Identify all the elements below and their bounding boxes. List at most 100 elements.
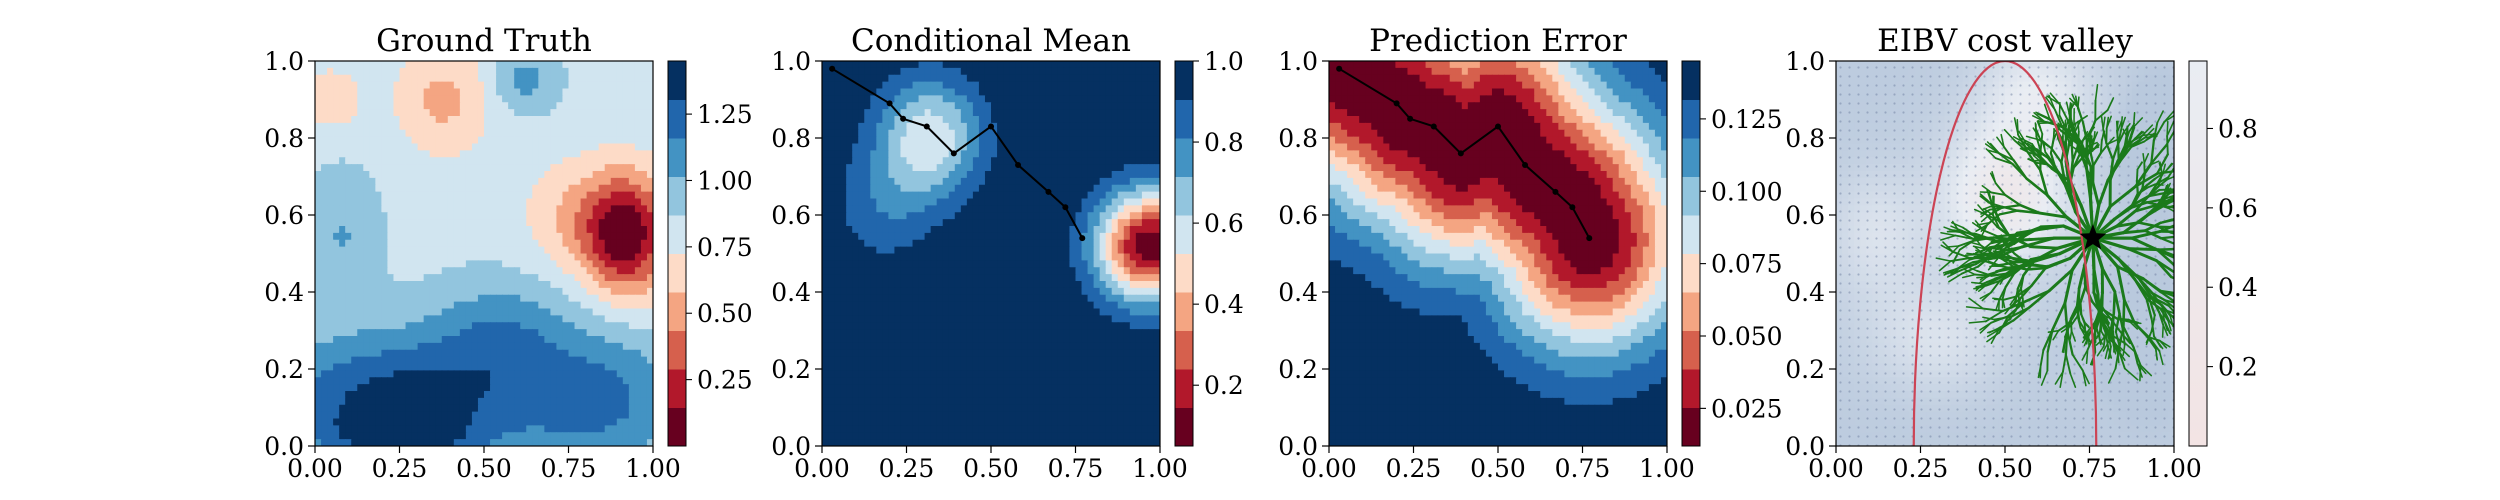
heatmap-cell: [321, 281, 328, 289]
heatmap-cell: [435, 88, 443, 96]
heatmap-cell: [399, 226, 407, 234]
heatmap-cell: [1039, 239, 1046, 248]
heatmap-cell: [936, 102, 944, 110]
heatmap-cell: [628, 198, 636, 206]
heatmap-cell: [393, 67, 401, 76]
heatmap-cell: [1129, 177, 1137, 186]
heatmap-cell: [1117, 88, 1125, 96]
heatmap-cell: [876, 171, 883, 179]
heatmap-cell: [840, 150, 847, 158]
heatmap-cell: [852, 267, 859, 275]
heatmap-cell: [574, 219, 582, 227]
heatmap-cell: [580, 150, 588, 158]
heatmap-cell: [423, 67, 431, 76]
heatmap-cell: [514, 67, 521, 76]
heatmap-cell: [562, 281, 570, 289]
heatmap-cell: [997, 177, 1004, 186]
heatmap-cell: [622, 143, 630, 151]
heatmap-cell: [900, 74, 908, 83]
heatmap-cell: [502, 157, 509, 165]
heatmap-cell: [948, 67, 956, 76]
heatmap-cell: [393, 198, 401, 206]
heatmap-cell: [622, 356, 630, 365]
heatmap-cell: [532, 164, 539, 172]
heatmap-cell: [1099, 102, 1107, 110]
heatmap-cell: [900, 239, 908, 248]
heatmap-cell: [363, 411, 370, 420]
heatmap-cell: [363, 349, 370, 358]
heatmap-cell: [387, 391, 395, 399]
heatmap-cell: [1033, 102, 1040, 110]
heatmap-cell: [435, 143, 443, 151]
heatmap-cell: [610, 212, 618, 220]
heatmap-cell: [1069, 232, 1077, 241]
heatmap-cell: [459, 116, 467, 124]
colorbar-level: [668, 215, 686, 254]
heatmap-cell: [339, 226, 346, 234]
heatmap-cell: [598, 246, 606, 255]
heatmap-cell: [490, 425, 497, 433]
heatmap-cell: [417, 246, 425, 255]
heatmap-cell: [900, 102, 908, 110]
heatmap-cell: [1033, 171, 1040, 179]
heatmap-cell: [387, 184, 395, 193]
heatmap-cell: [1069, 129, 1077, 138]
heatmap-cell: [924, 246, 932, 255]
heatmap-cell: [1123, 246, 1131, 255]
heatmap-cell: [846, 239, 853, 248]
x-tick-label: 0.50: [456, 454, 512, 483]
heatmap-cell: [471, 384, 479, 392]
heatmap-cell: [321, 397, 328, 406]
heatmap-cell: [984, 157, 992, 165]
heatmap-cell: [930, 212, 938, 220]
heatmap-cell: [640, 150, 648, 158]
heatmap-cell: [930, 143, 938, 151]
heatmap-cell: [345, 267, 352, 275]
heatmap-cell: [610, 67, 618, 76]
heatmap-cell: [387, 425, 395, 433]
heatmap-cell: [520, 157, 527, 165]
heatmap-cell: [864, 81, 871, 90]
heatmap-cell: [1153, 74, 1160, 83]
heatmap-cell: [556, 439, 564, 446]
heatmap-cell: [646, 322, 653, 330]
heatmap-cell: [538, 205, 545, 213]
heatmap-cell: [514, 122, 521, 131]
heatmap-cell: [363, 184, 370, 193]
heatmap-cell: [502, 301, 509, 310]
heatmap-cell: [363, 81, 370, 90]
heatmap-cell: [997, 157, 1004, 165]
heatmap-cell: [1105, 164, 1113, 172]
heatmap-cell: [556, 226, 564, 234]
heatmap-cell: [429, 397, 437, 406]
heatmap-cell: [592, 384, 600, 392]
heatmap-cell: [526, 129, 533, 138]
heatmap-cell: [870, 253, 877, 261]
heatmap-cell: [1063, 253, 1071, 261]
heatmap-cell: [1153, 136, 1160, 145]
heatmap-cell: [616, 129, 624, 138]
heatmap-cell: [532, 81, 539, 90]
heatmap-cell: [496, 157, 503, 165]
heatmap-cell: [1105, 253, 1113, 261]
heatmap-cell: [339, 191, 346, 200]
heatmap-cell: [1105, 177, 1113, 186]
heatmap-cell: [858, 122, 865, 131]
heatmap-cell: [634, 219, 642, 227]
heatmap-cell: [616, 74, 624, 83]
heatmap-cell: [345, 116, 352, 124]
heatmap-cell: [417, 232, 425, 241]
heatmap-cell: [936, 177, 944, 186]
heatmap-cell: [906, 281, 914, 289]
heatmap-cell: [351, 129, 358, 138]
heatmap-cell: [387, 143, 395, 151]
heatmap-cell: [471, 109, 479, 117]
heatmap-cell: [496, 143, 503, 151]
heatmap-cell: [1003, 239, 1010, 248]
heatmap-cell: [477, 342, 485, 351]
heatmap-cell: [411, 239, 419, 248]
heatmap-cell: [822, 88, 829, 96]
heatmap-cell: [526, 315, 533, 323]
heatmap-cell: [315, 363, 322, 371]
heatmap-cell: [882, 122, 889, 131]
